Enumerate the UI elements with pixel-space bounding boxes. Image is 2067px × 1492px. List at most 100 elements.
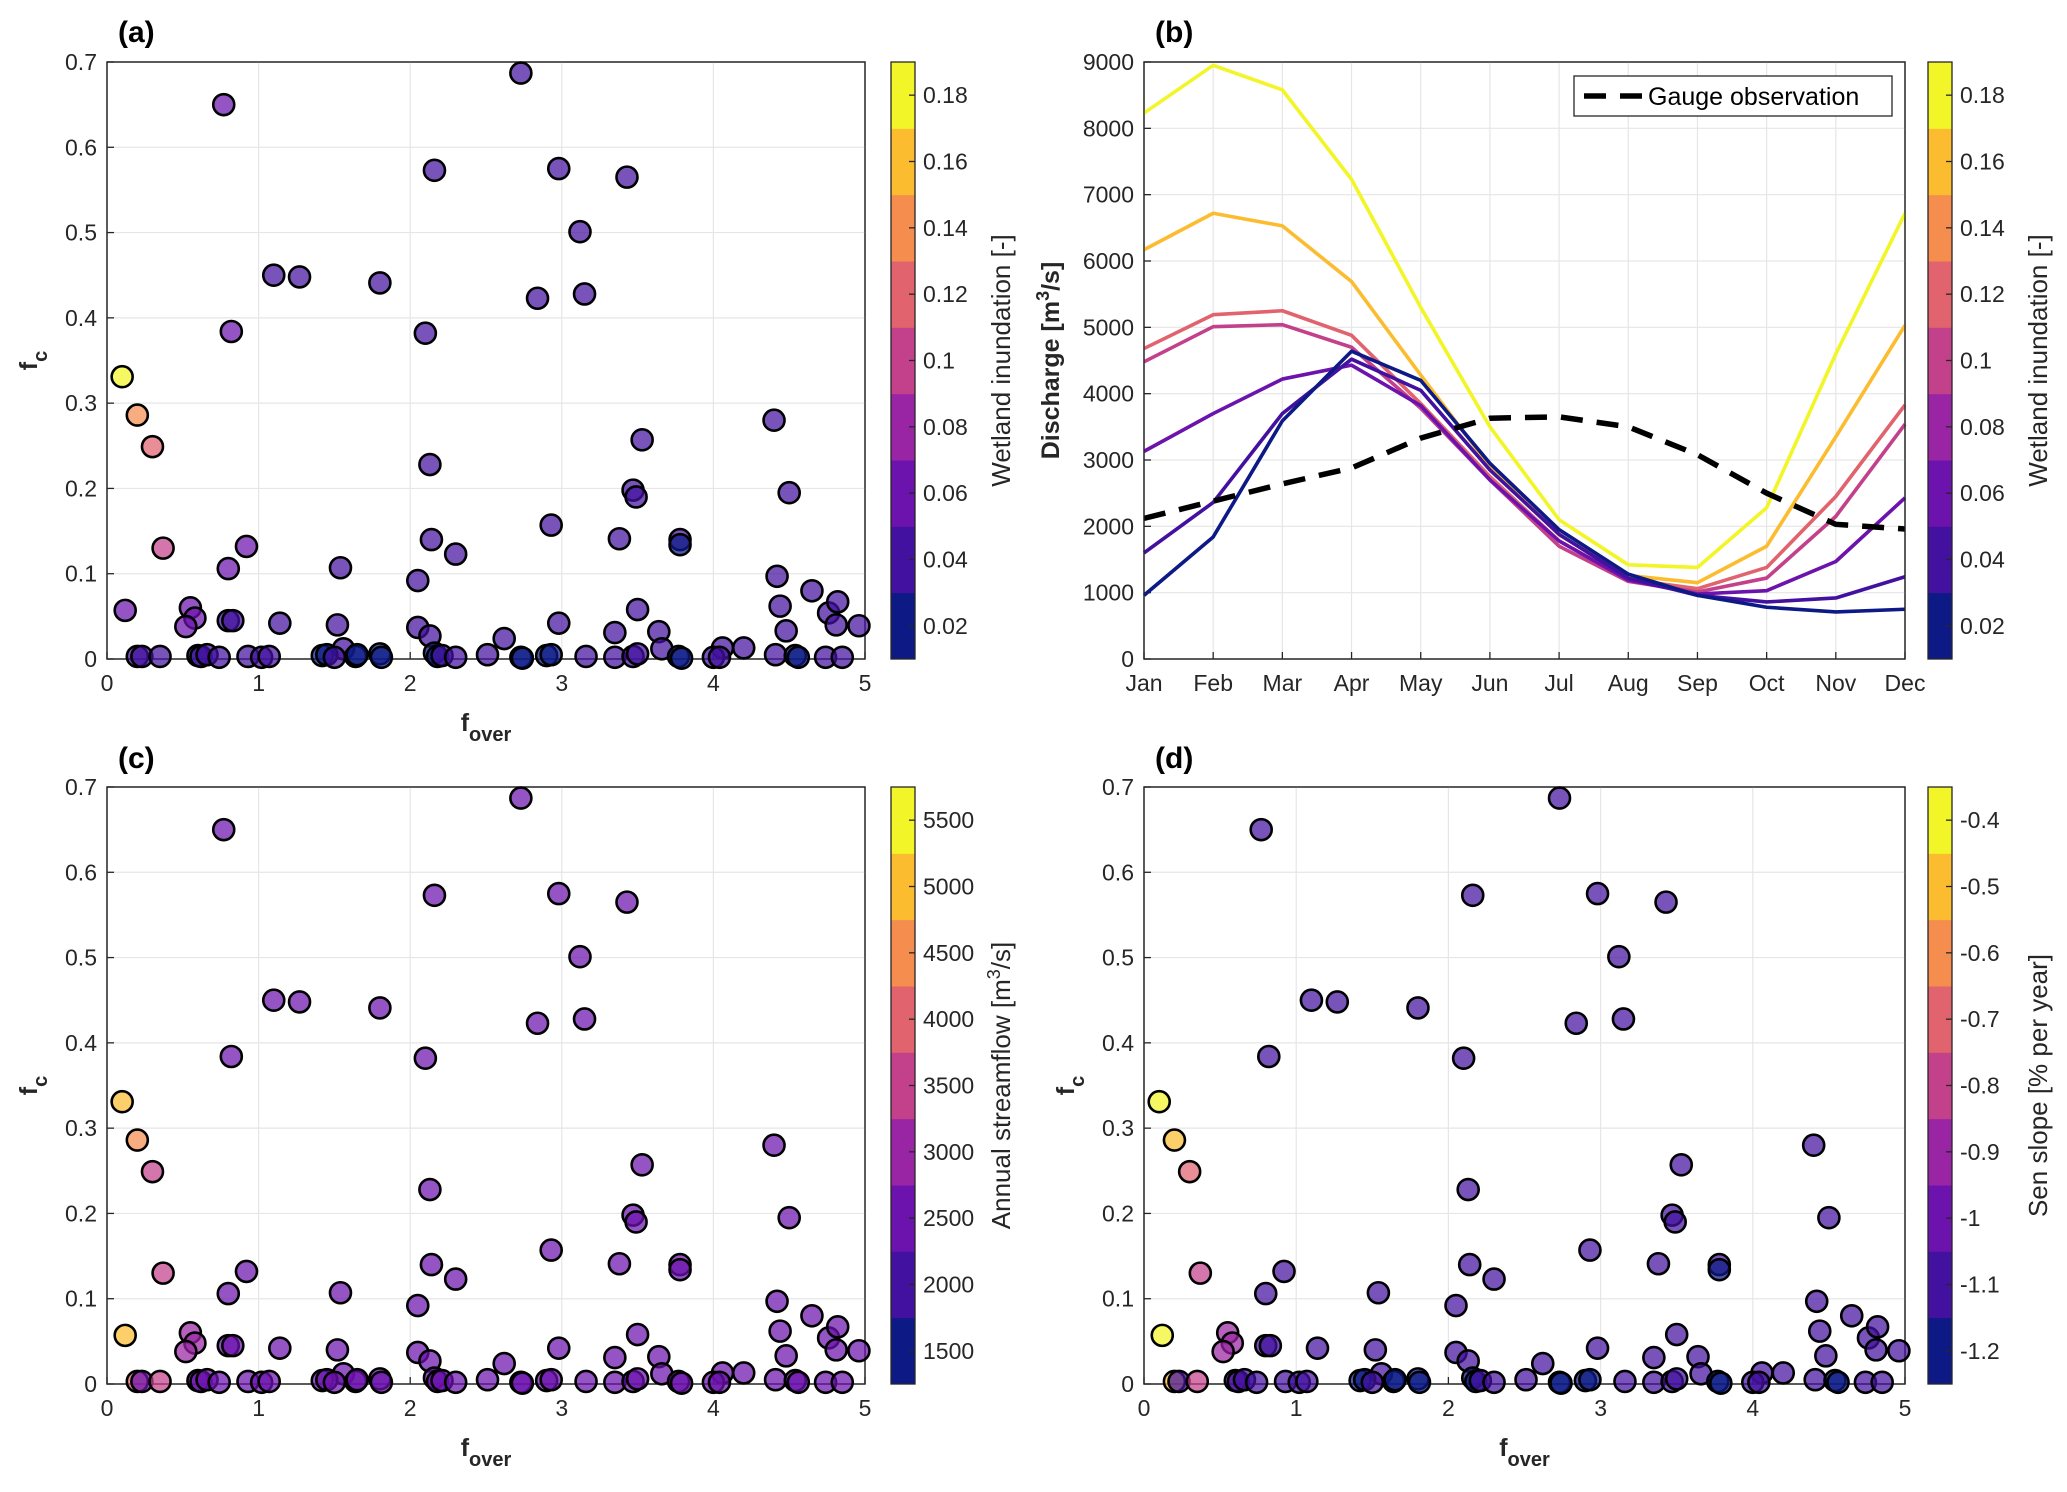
data-point: [413, 1046, 438, 1071]
colorbar-tick-label: 1500: [923, 1338, 974, 1364]
y-tick-label: 8000: [1083, 115, 1134, 141]
x-tick-label: Aug: [1608, 670, 1649, 696]
data-point: [113, 1323, 137, 1348]
y-tick-label: 2000: [1083, 513, 1134, 539]
data-point: [1456, 1177, 1480, 1202]
data-point: [1564, 1011, 1589, 1036]
data-point: [148, 644, 172, 669]
x-axis-label-main: f: [1499, 1434, 1508, 1462]
x-axis-label: fover: [461, 1434, 512, 1471]
y-tick-label: 0.4: [65, 1030, 97, 1056]
data-point: [768, 594, 792, 618]
colorbar-tick-label: -1.1: [1960, 1272, 2000, 1298]
y-tick-label: 9000: [1083, 49, 1134, 75]
data-point: [221, 608, 245, 633]
data-point: [625, 1367, 650, 1391]
x-axis-label-sub: over: [469, 1449, 511, 1471]
data-point: [1870, 1370, 1894, 1395]
x-tick-label: 2: [404, 670, 417, 696]
data-point: [1642, 1345, 1666, 1370]
data-point: [1807, 1319, 1832, 1343]
data-point: [615, 890, 639, 914]
x-tick-label: 4: [707, 670, 720, 696]
y-axis-label-sub: c: [1067, 1076, 1089, 1087]
colorbar-label: Sen slope [% per year]: [2023, 954, 2053, 1217]
colorbar-tick-label: 0.02: [923, 613, 968, 639]
data-point: [1185, 1369, 1210, 1394]
data-point: [110, 1089, 134, 1114]
data-point: [125, 1128, 150, 1152]
y-axis-label: Discharge [m3/s]: [1033, 262, 1065, 460]
x-tick-label: Feb: [1193, 670, 1233, 696]
data-point: [1150, 1323, 1175, 1348]
data-point: [630, 1153, 654, 1177]
data-point: [1188, 1261, 1213, 1285]
y-tick-label: 0.4: [1102, 1030, 1134, 1056]
data-point: [221, 1333, 245, 1358]
data-point: [1253, 1281, 1278, 1306]
x-tick-label: 3: [555, 670, 568, 696]
y-tick-label: 0.7: [65, 774, 97, 800]
data-point: [1257, 1044, 1281, 1069]
colorbar-tick-label: 0.18: [1960, 82, 2005, 108]
data-point: [625, 642, 650, 666]
data-point: [546, 881, 571, 906]
data-point: [418, 1177, 442, 1202]
data-point: [287, 265, 312, 289]
data-point: [1839, 1303, 1864, 1328]
data-point: [211, 92, 236, 117]
data-point: [546, 156, 571, 181]
colorbar-label-text: Wetland inundation [-]: [2023, 234, 2053, 486]
data-point: [1578, 1367, 1602, 1392]
x-tick-label: 5: [859, 1395, 872, 1421]
data-point: [525, 1011, 550, 1036]
data-point: [492, 1351, 516, 1376]
colorbar-tick-label: 0.04: [923, 547, 968, 573]
data-point: [800, 578, 824, 603]
x-tick-label: Oct: [1749, 670, 1785, 696]
data-point: [1664, 1322, 1689, 1347]
y-axis-label-sub: c: [30, 351, 52, 362]
data-point: [219, 319, 244, 344]
colorbar-tick-label: 0.14: [1960, 215, 2005, 241]
y-axis-label: fc: [15, 1076, 52, 1095]
data-point: [572, 1007, 597, 1031]
data-point: [422, 883, 447, 908]
y-tick-label: 0.5: [65, 220, 97, 246]
x-tick-label: 2: [1442, 1395, 1455, 1421]
panel-a-scatter-wetland: (a)0 1 2 3 4 500.10.20.30.40.50.60.7foverfc0.…: [15, 16, 1016, 746]
x-tick-label: 1: [252, 1395, 265, 1421]
y-tick-label: 0.1: [65, 561, 97, 587]
data-point: [1707, 1257, 1732, 1282]
data-point: [825, 590, 850, 614]
colorbar-tick-label: 0.1: [923, 348, 955, 374]
data-point: [110, 364, 134, 389]
y-tick-label: 0.5: [1102, 945, 1134, 971]
colorbar-label-end: /s]: [986, 942, 1016, 969]
data-point: [777, 480, 802, 505]
data-point: [1244, 1370, 1269, 1395]
data-point: [234, 534, 259, 559]
data-point: [539, 642, 563, 667]
panel-label: (d): [1155, 742, 1193, 775]
colorbar-tick-label: -1.2: [1960, 1338, 2000, 1364]
data-point: [369, 1370, 394, 1395]
series-line: [1142, 63, 1907, 570]
data-point: [1613, 1369, 1637, 1394]
y-tick-label: 0.7: [65, 49, 97, 75]
y-tick-label: 0: [1121, 1371, 1134, 1397]
data-point: [546, 611, 571, 635]
data-point: [1547, 786, 1572, 810]
x-tick-label: 1: [1290, 1395, 1303, 1421]
y-tick-label: 0.3: [1102, 1115, 1134, 1141]
y-axis-label-sub: c: [30, 1076, 52, 1087]
data-point: [539, 1238, 563, 1262]
data-point: [1747, 1370, 1771, 1395]
data-point: [1817, 1205, 1841, 1230]
y-axis-label: fc: [1052, 1076, 1089, 1095]
panel-c-scatter-streamflow: (c)0 1 2 3 4 500.10.20.30.40.50.60.7foverfc15…: [15, 742, 1016, 1471]
data-point: [1177, 1159, 1202, 1184]
data-point: [568, 219, 592, 244]
data-point: [765, 1289, 789, 1314]
